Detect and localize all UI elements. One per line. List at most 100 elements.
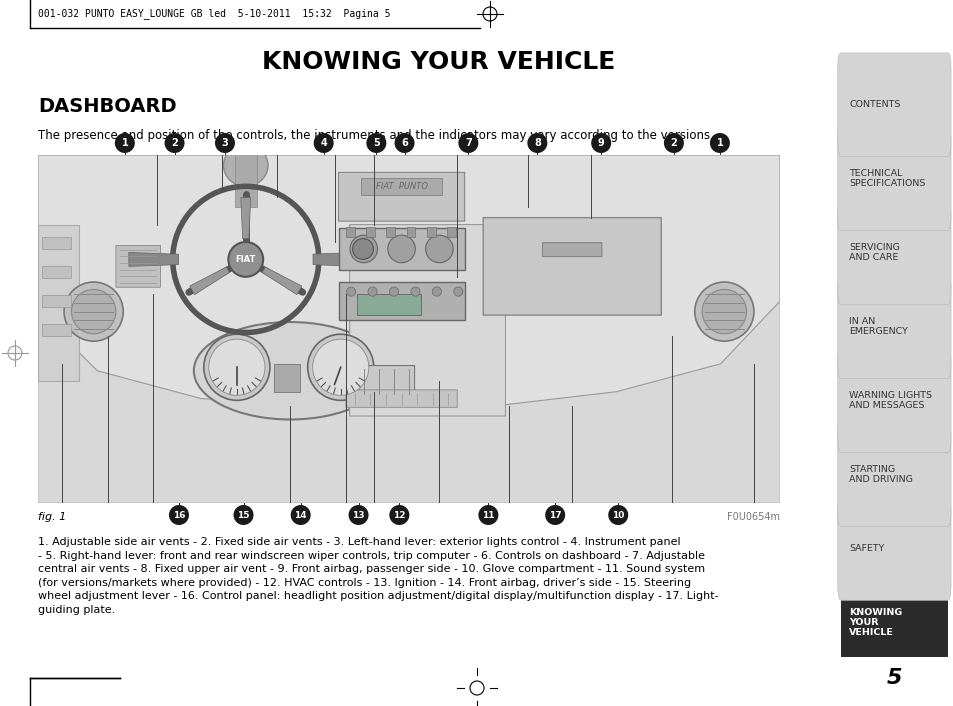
Circle shape (209, 339, 265, 395)
Bar (234, 138, 256, 207)
Text: KNOWING YOUR VEHICLE: KNOWING YOUR VEHICLE (262, 50, 615, 74)
Circle shape (346, 287, 355, 297)
Bar (406, 227, 415, 237)
FancyBboxPatch shape (338, 228, 464, 270)
Circle shape (527, 133, 547, 153)
Text: 8: 8 (534, 138, 540, 148)
Circle shape (164, 133, 184, 153)
Circle shape (313, 339, 369, 395)
Circle shape (544, 505, 564, 525)
Circle shape (368, 287, 376, 297)
Bar (42, 237, 71, 249)
Text: 4: 4 (320, 138, 327, 148)
Text: STARTING
AND DRIVING: STARTING AND DRIVING (848, 465, 912, 484)
Bar (447, 227, 456, 237)
Text: 001-032 PUNTO EASY_LOUNGE GB led  5-10-2011  15:32  Pagina 5: 001-032 PUNTO EASY_LOUNGE GB led 5-10-20… (38, 8, 390, 20)
FancyBboxPatch shape (837, 497, 950, 600)
FancyBboxPatch shape (357, 294, 420, 315)
Bar (426, 227, 436, 237)
Circle shape (308, 334, 374, 400)
Circle shape (457, 133, 477, 153)
FancyBboxPatch shape (346, 390, 456, 407)
Circle shape (71, 289, 115, 334)
Text: CONTENTS: CONTENTS (848, 100, 900, 109)
Text: 1. Adjustable side air vents - 2. Fixed side air vents - 3. Left-hand lever: ext: 1. Adjustable side air vents - 2. Fixed … (38, 537, 718, 615)
FancyBboxPatch shape (358, 366, 415, 397)
Circle shape (389, 505, 409, 525)
Circle shape (387, 235, 415, 263)
Text: 10: 10 (612, 510, 624, 520)
FancyBboxPatch shape (482, 217, 660, 315)
Circle shape (366, 133, 386, 153)
Circle shape (694, 282, 753, 341)
FancyBboxPatch shape (837, 275, 950, 378)
Circle shape (395, 133, 415, 153)
Text: FIAT: FIAT (235, 255, 255, 264)
Polygon shape (38, 294, 780, 503)
Circle shape (169, 505, 189, 525)
Circle shape (353, 239, 373, 259)
Circle shape (348, 505, 368, 525)
Circle shape (228, 242, 263, 277)
Ellipse shape (223, 145, 268, 186)
Text: 15: 15 (237, 510, 250, 520)
Text: 7: 7 (464, 138, 471, 148)
Polygon shape (262, 267, 301, 294)
Circle shape (608, 505, 628, 525)
FancyBboxPatch shape (542, 243, 601, 256)
Circle shape (233, 505, 253, 525)
Text: 14: 14 (294, 510, 307, 520)
Bar (42, 265, 71, 278)
Circle shape (291, 505, 311, 525)
Circle shape (591, 133, 611, 153)
Polygon shape (129, 253, 178, 266)
Circle shape (663, 133, 683, 153)
Circle shape (114, 133, 134, 153)
FancyBboxPatch shape (837, 127, 950, 230)
Text: 6: 6 (401, 138, 408, 148)
Text: 5: 5 (885, 668, 902, 688)
Text: 2: 2 (670, 138, 677, 148)
Text: SAFETY: SAFETY (848, 544, 883, 553)
FancyBboxPatch shape (837, 201, 950, 304)
Text: The presence and position of the controls, the instruments and the indicators ma: The presence and position of the control… (38, 129, 713, 143)
Bar (366, 227, 375, 237)
Text: TECHNICAL
SPECIFICATIONS: TECHNICAL SPECIFICATIONS (848, 169, 924, 189)
Circle shape (214, 133, 234, 153)
Bar (38, 225, 79, 381)
FancyBboxPatch shape (840, 588, 947, 657)
Text: SERVICING
AND CARE: SERVICING AND CARE (848, 243, 899, 263)
Text: 17: 17 (548, 510, 561, 520)
Circle shape (701, 289, 746, 334)
Text: F0U0654m: F0U0654m (726, 512, 780, 522)
Circle shape (350, 235, 377, 263)
Text: 2: 2 (171, 138, 177, 148)
Text: 1: 1 (716, 138, 722, 148)
FancyBboxPatch shape (837, 423, 950, 527)
Circle shape (389, 287, 398, 297)
Text: 1: 1 (121, 138, 128, 148)
Circle shape (314, 133, 334, 153)
FancyBboxPatch shape (360, 178, 442, 195)
Polygon shape (190, 267, 230, 294)
FancyBboxPatch shape (349, 225, 505, 416)
FancyBboxPatch shape (338, 282, 464, 321)
Text: 16: 16 (172, 510, 185, 520)
Text: DASHBOARD: DASHBOARD (38, 97, 176, 116)
FancyBboxPatch shape (115, 246, 160, 287)
Text: KNOWING
YOUR
VEHICLE: KNOWING YOUR VEHICLE (848, 608, 902, 638)
Text: 11: 11 (481, 510, 494, 520)
Circle shape (64, 282, 123, 341)
FancyBboxPatch shape (338, 172, 464, 221)
Bar (42, 295, 71, 307)
Text: 12: 12 (393, 510, 405, 520)
FancyBboxPatch shape (837, 349, 950, 453)
Text: 5: 5 (373, 138, 379, 148)
Text: WARNING LIGHTS
AND MESSAGES: WARNING LIGHTS AND MESSAGES (848, 391, 931, 410)
Bar (38, 155, 780, 503)
Circle shape (432, 287, 441, 297)
Text: fig. 1: fig. 1 (38, 512, 66, 522)
Circle shape (425, 235, 453, 263)
Circle shape (454, 287, 462, 297)
Circle shape (204, 334, 270, 400)
